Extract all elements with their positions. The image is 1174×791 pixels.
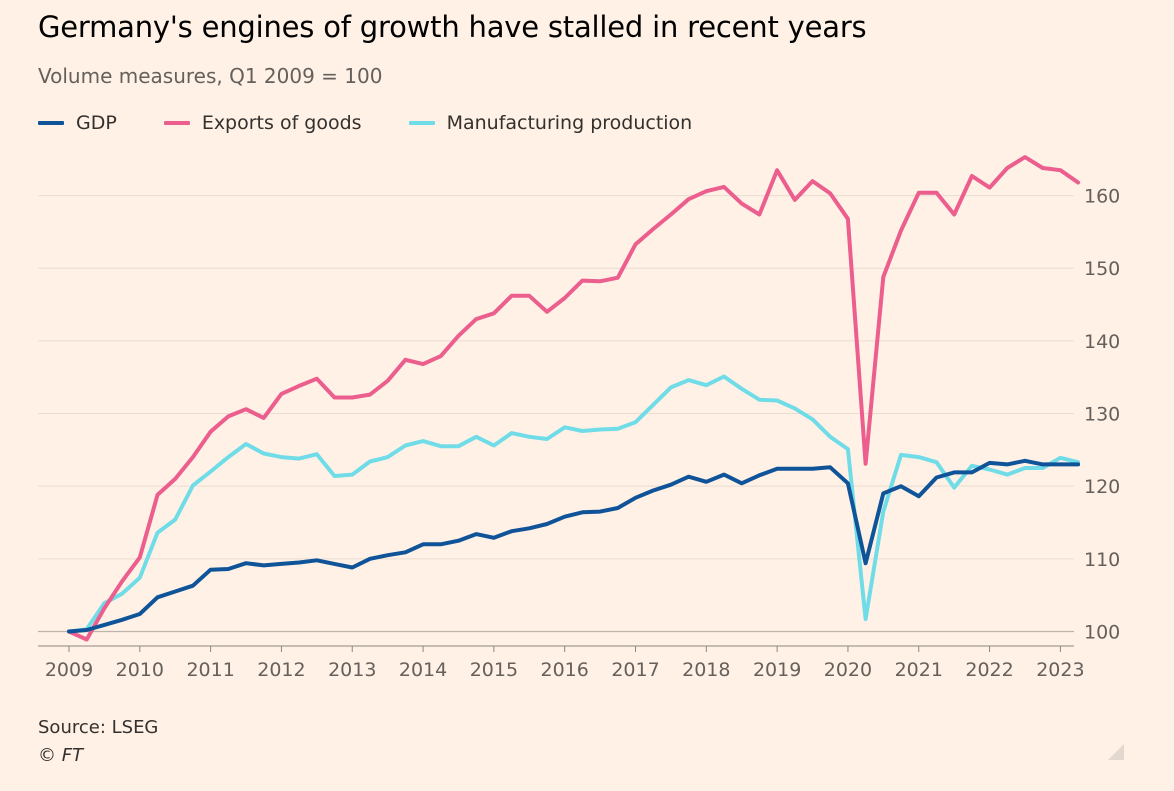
x-tick-label-2015: 2015 [470, 659, 518, 681]
ft-credit: © FT [38, 745, 84, 766]
series-line-exports-of-goods [67, 155, 1081, 642]
x-tick-label-2022: 2022 [965, 659, 1013, 681]
x-tick-label-2021: 2021 [895, 659, 943, 681]
y-tick-label-130: 130 [1084, 404, 1120, 426]
x-tick-label-2010: 2010 [116, 659, 164, 681]
y-tick-label-110: 110 [1084, 549, 1120, 571]
chart-title: Germany's engines of growth have stalled… [38, 10, 867, 44]
legend-swatch-exports [163, 121, 190, 125]
x-tick-label-2016: 2016 [541, 659, 589, 681]
x-tick-label-2017: 2017 [611, 659, 659, 681]
legend-label-manufacturing: Manufacturing production [446, 112, 693, 134]
chart-subtitle: Volume measures, Q1 2009 = 100 [38, 64, 383, 88]
legend-item-gdp: GDP [38, 112, 117, 134]
x-tick-label-2011: 2011 [186, 659, 234, 681]
resize-corner-icon[interactable] [1108, 744, 1124, 760]
series-line-gdp [67, 458, 1081, 634]
y-tick-label-160: 160 [1084, 186, 1120, 208]
y-tick-label-150: 150 [1084, 258, 1120, 280]
source-note: Source: LSEG [38, 717, 159, 738]
x-tick-label-2013: 2013 [328, 659, 376, 681]
x-tick-label-2018: 2018 [682, 659, 730, 681]
x-tick-label-2014: 2014 [399, 659, 447, 681]
x-tick-label-2012: 2012 [257, 659, 305, 681]
legend-label-gdp: GDP [76, 112, 117, 134]
x-tick-label-2020: 2020 [824, 659, 872, 681]
y-tick-label-100: 100 [1084, 621, 1120, 643]
y-tick-label-120: 120 [1084, 476, 1120, 498]
gridlines [38, 195, 1074, 633]
legend-item-manufacturing: Manufacturing production [408, 112, 693, 134]
legend-swatch-gdp [38, 121, 64, 125]
legend-item-exports: Exports of goods [163, 112, 362, 134]
axes: 100 110 120 130 140 150 160 2009 2010 2011 2012 201… [38, 186, 1120, 681]
series-line-manufacturing-production [67, 374, 1081, 634]
x-tick-label-2019: 2019 [753, 659, 801, 681]
x-tick-label-2023: 2023 [1036, 659, 1084, 681]
series-lines [67, 155, 1081, 642]
legend-label-exports: Exports of goods [201, 112, 362, 134]
x-tick-label-2009: 2009 [45, 659, 93, 681]
legend-swatch-manufacturing [408, 121, 435, 125]
chart-legend: GDP Exports of goods Manufacturing produ… [38, 112, 739, 134]
y-tick-label-140: 140 [1084, 331, 1120, 353]
